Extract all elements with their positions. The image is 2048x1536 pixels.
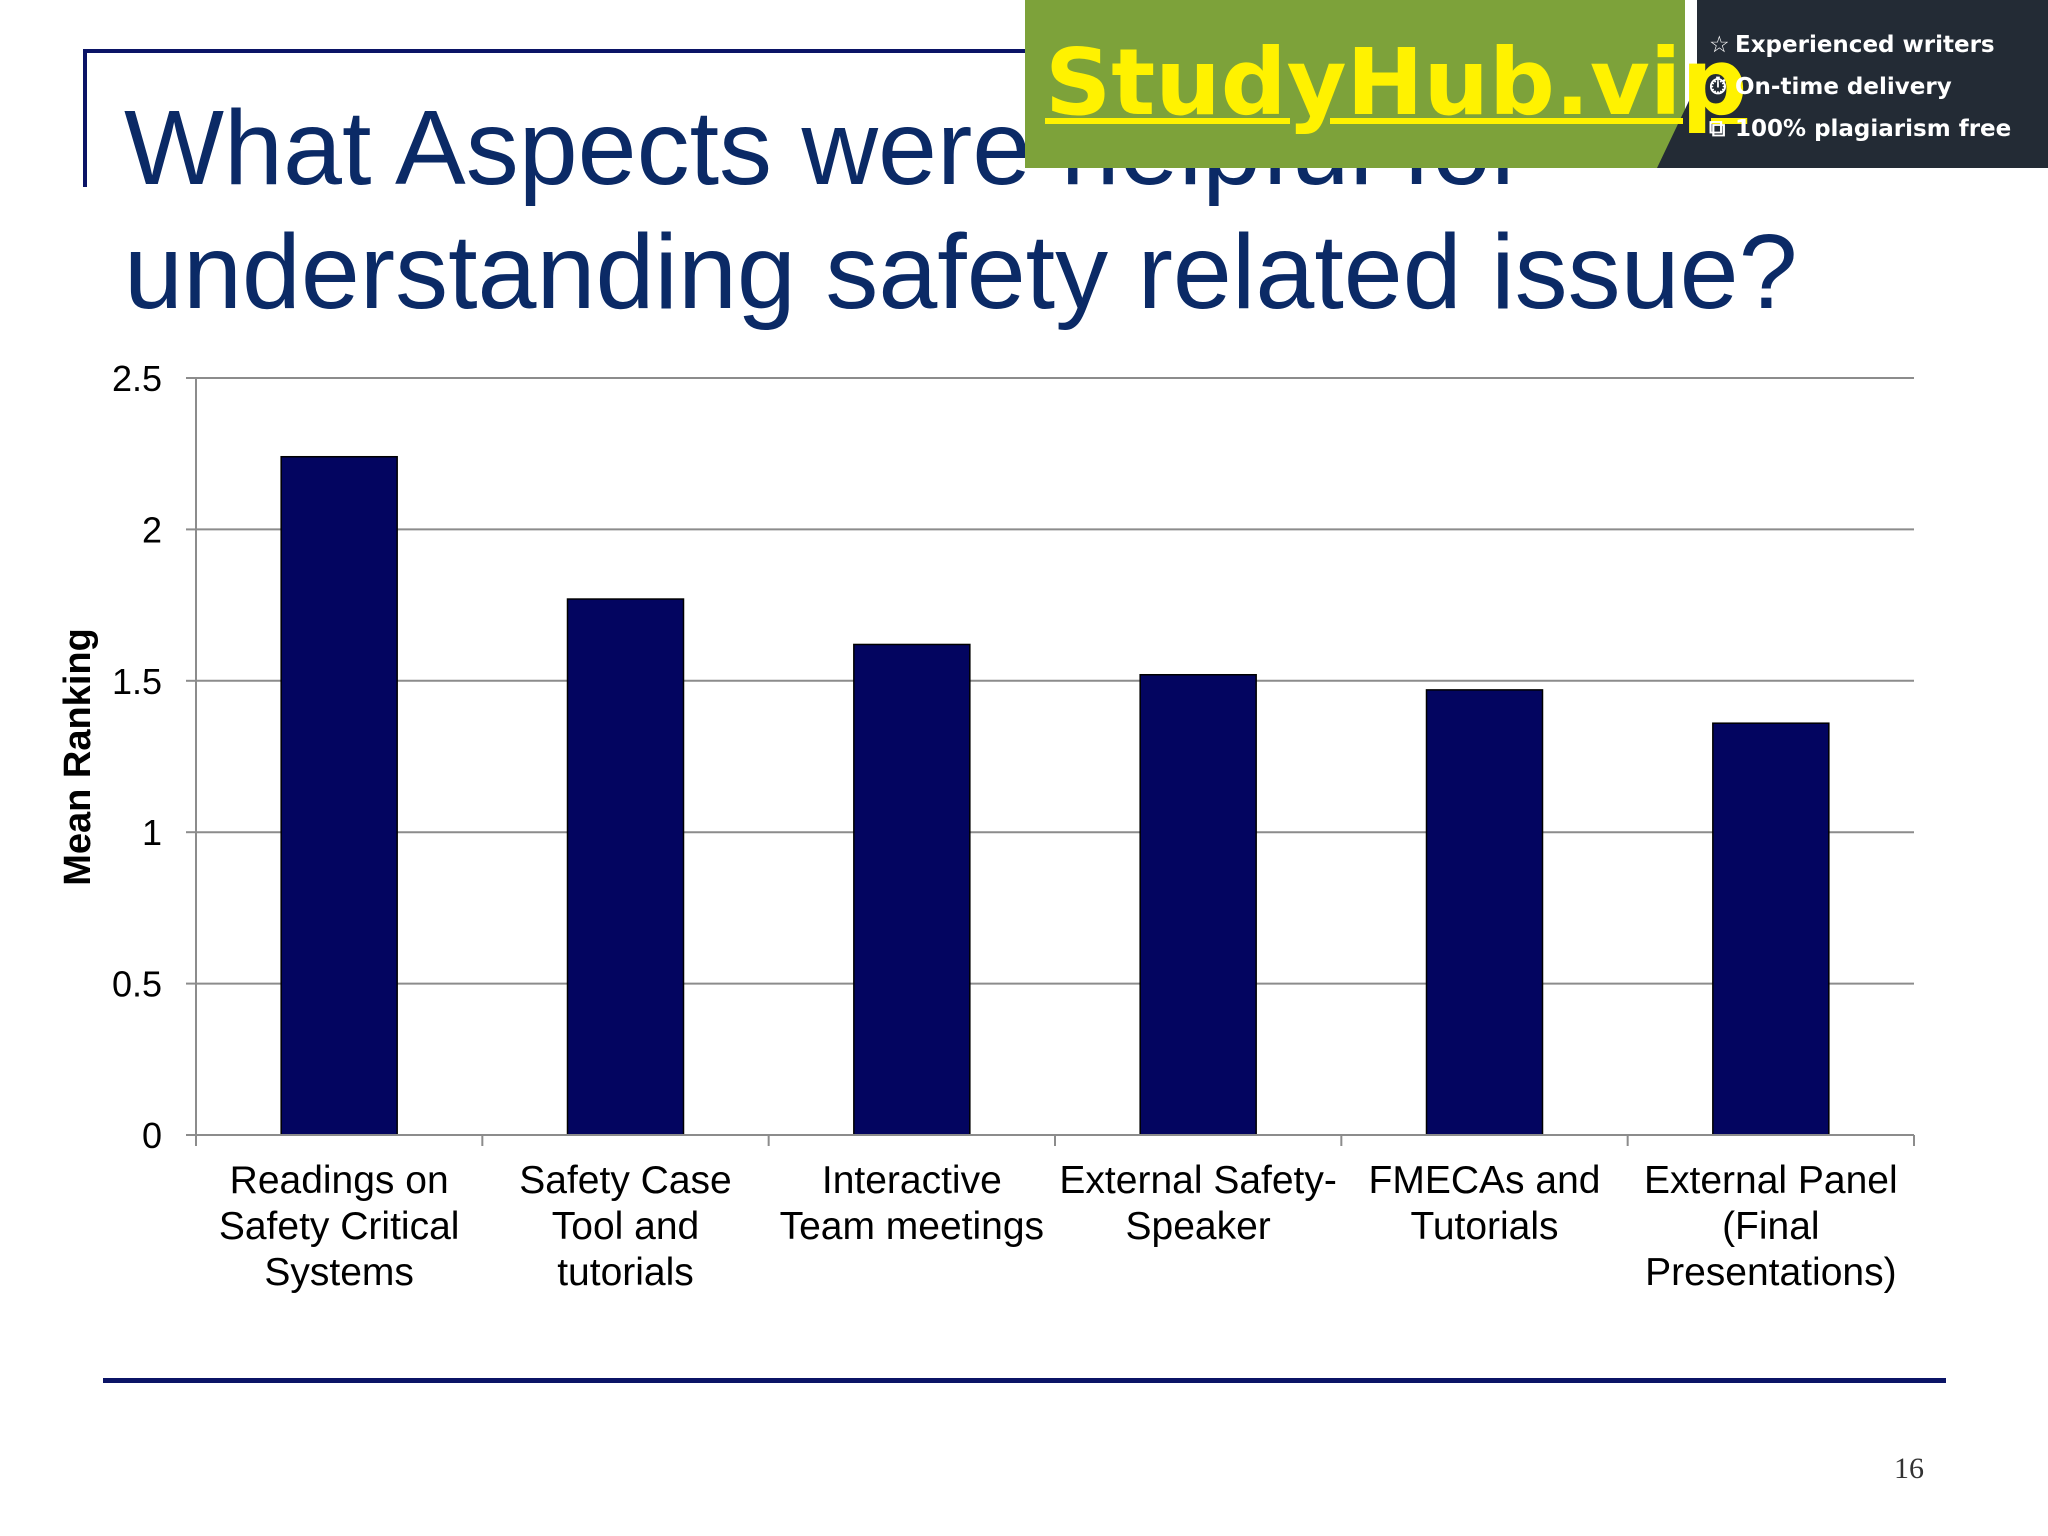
x-category-label: Safety Case Tool and tutorials [519,1159,732,1294]
page-number: 16 [1894,1452,1924,1485]
bar [1139,673,1257,1136]
bar [566,598,685,1136]
x-category-label: External Safety- Speaker [1059,1159,1337,1248]
watermark-banner: StudyHub.vip ☆ Experienced writers ⏱ On-ti… [1025,0,2048,168]
slide-frame-top [83,49,1093,53]
bar [280,455,398,1136]
y-tick-label: 0 [142,1115,162,1156]
y-tick-label: 2.5 [112,358,162,399]
watermark-feature: ☆ Experienced writers [1709,24,2011,66]
clock-icon: ⏱ [1709,74,1727,100]
watermark-logo: StudyHub.vip [1045,29,1748,136]
y-tick-label: 0.5 [112,964,162,1005]
gridlines [196,377,1914,985]
copy-icon: ⧉ [1709,116,1726,142]
watermark-feature: ⧉ 100% plagiarism free [1709,108,2011,150]
y-axis-title: Mean Ranking [57,628,99,886]
x-category-label: Readings on Safety Critical Systems [218,1159,460,1294]
watermark-dark-panel [1657,0,2048,168]
axes [186,377,1915,1146]
y-tick-labels: 0 0.5 1 1.5 2 2.5 [112,358,162,1156]
bar [1712,722,1830,1136]
x-category-label: Interactive Team meetings [779,1159,1045,1248]
watermark-feature: ⏱ On-time delivery [1709,66,2011,108]
watermark-green-panel [1025,0,1685,168]
bars [280,455,1830,1136]
footer-rule [103,1378,1946,1383]
slide-frame-left [83,49,87,187]
y-tick-label: 1 [142,812,162,853]
bar [1425,689,1544,1136]
x-category-label: FMECAs and Tutorials [1368,1159,1601,1248]
watermark-features: ☆ Experienced writers ⏱ On-time delivery ⧉… [1709,24,2011,150]
x-category-label: External Panel (Final Presentations) [1644,1159,1898,1294]
y-tick-label: 2 [142,509,162,550]
y-tick-label: 1.5 [112,661,162,702]
star-icon: ☆ [1709,32,1730,58]
bar [853,643,971,1136]
